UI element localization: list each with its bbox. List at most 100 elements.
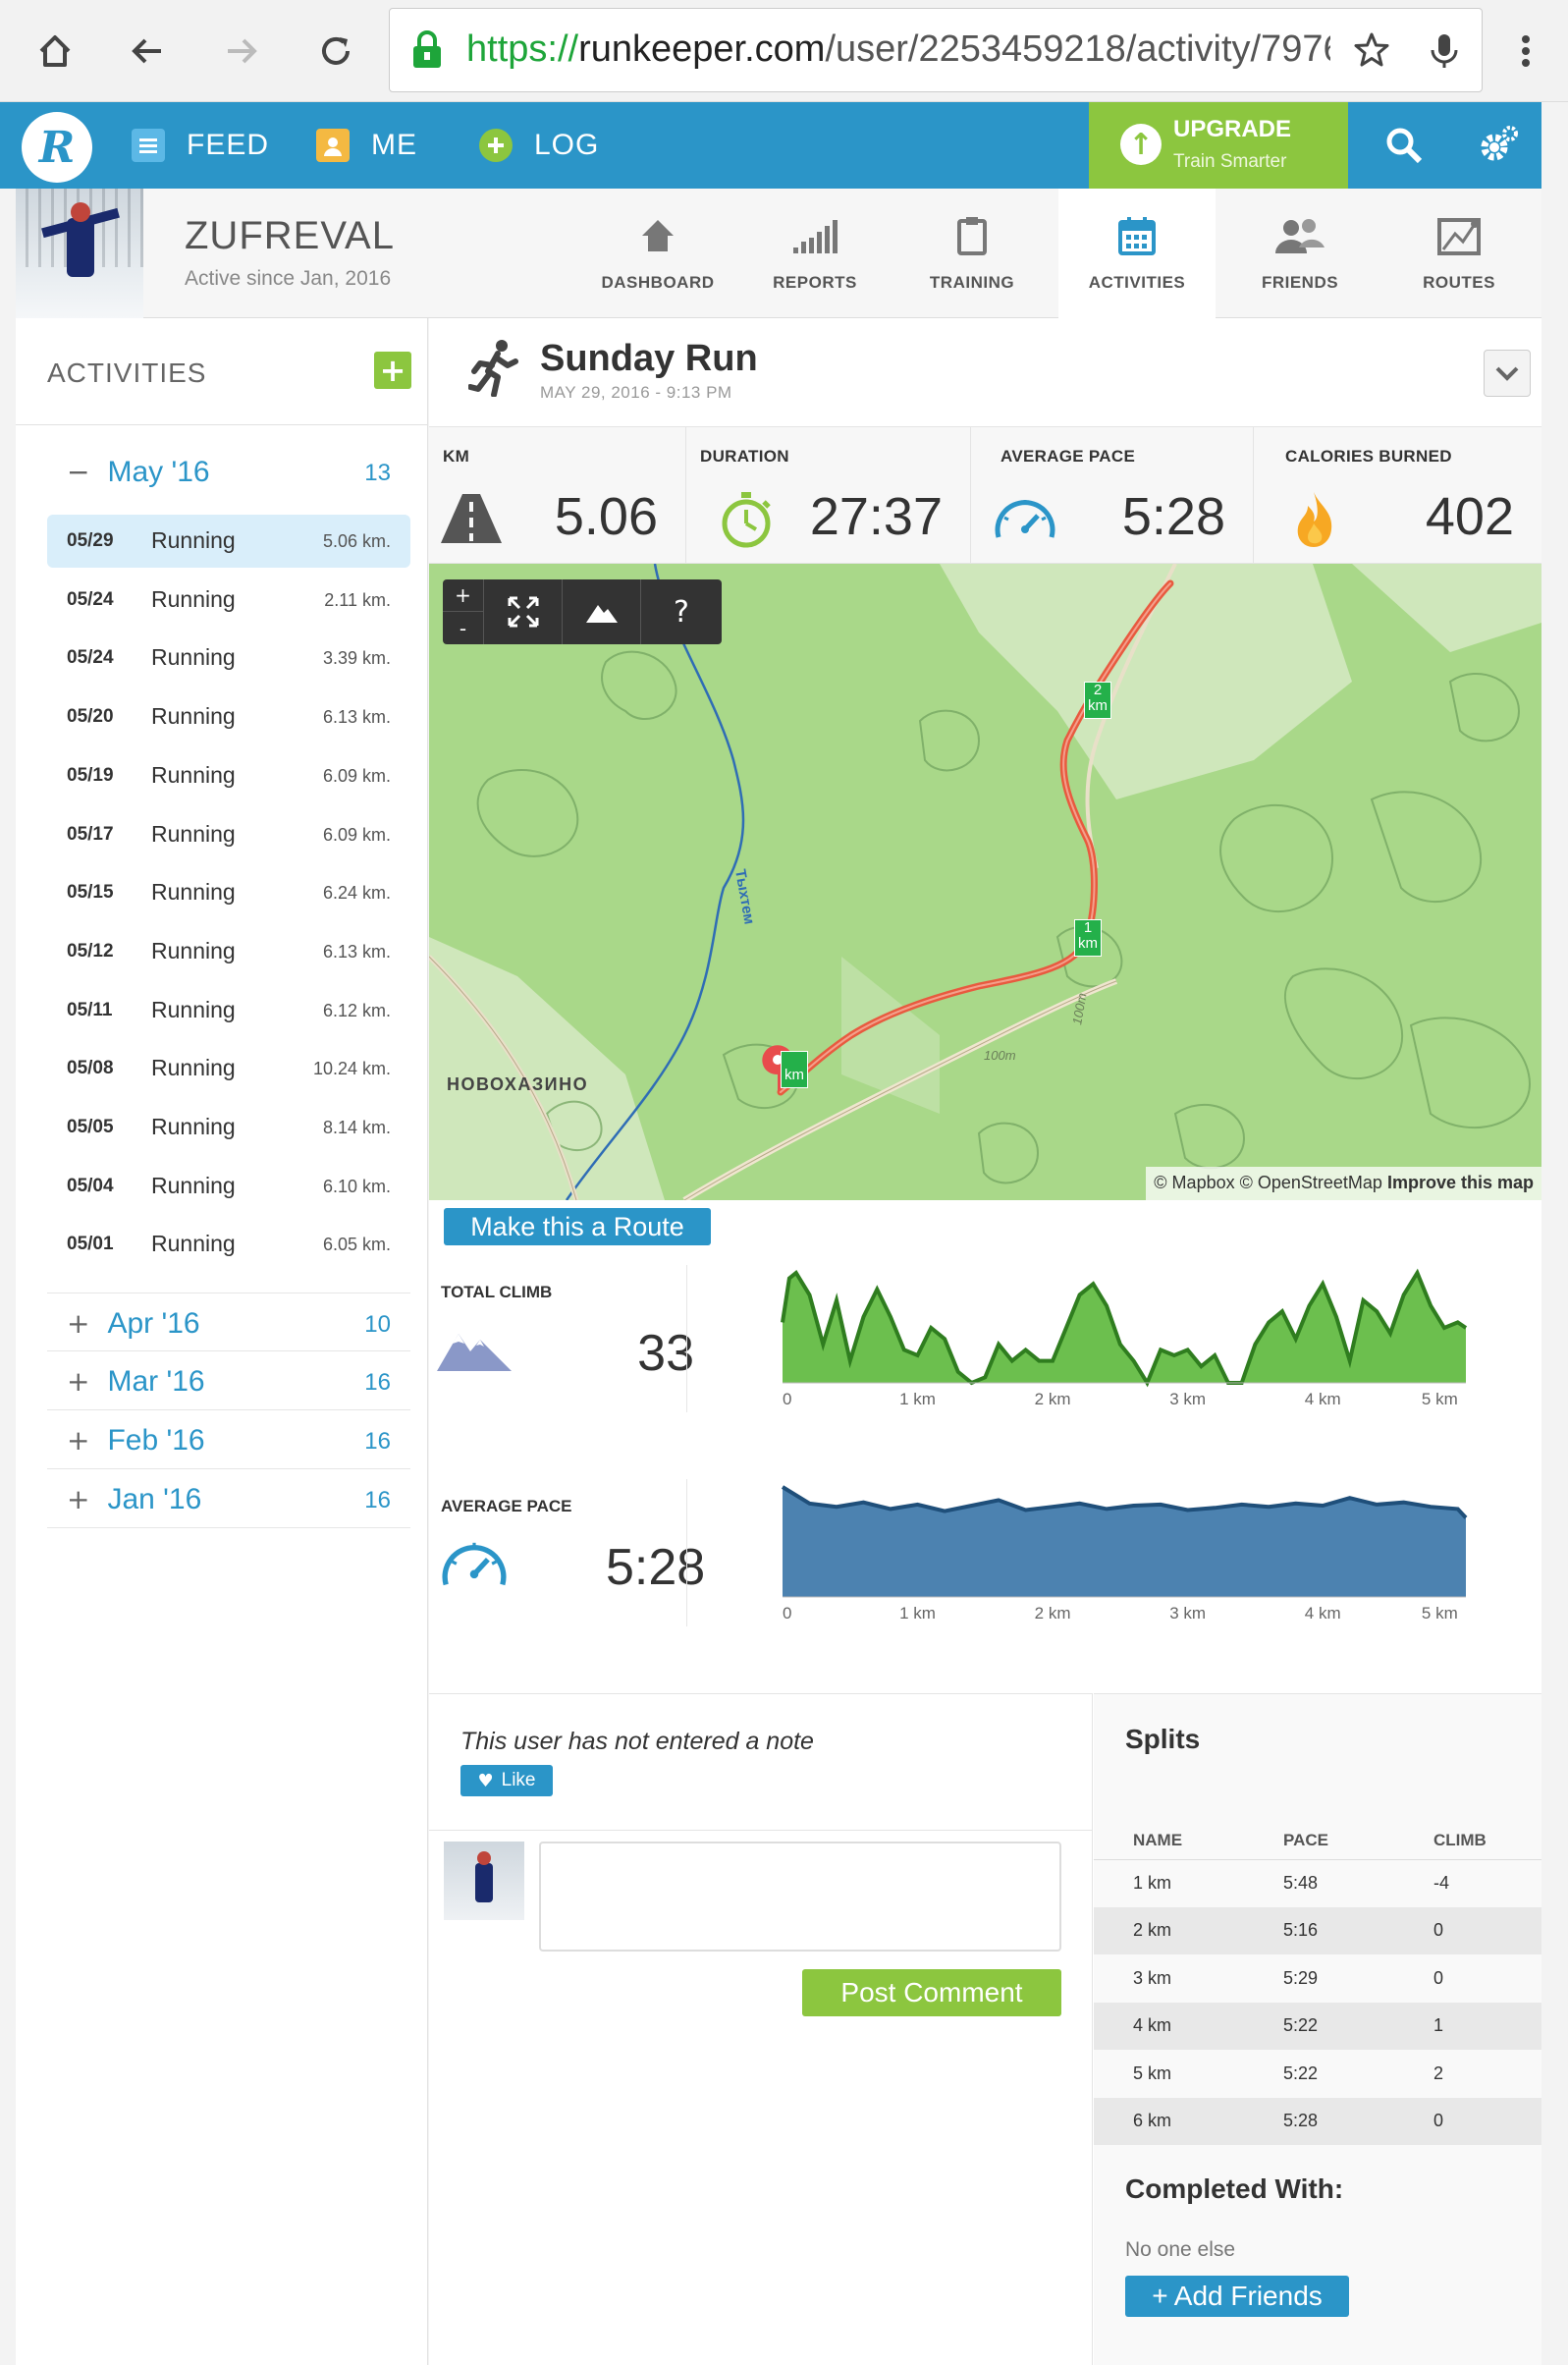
add-activity-button[interactable]: + [374,352,411,389]
tab-friends[interactable]: FRIENDS [1221,189,1379,318]
split-climb: -4 [1433,1873,1450,1893]
star-icon[interactable] [1342,21,1401,80]
add-friends-button[interactable]: + Add Friends [1125,2276,1349,2317]
km-marker-1[interactable]: 1 km [1074,919,1102,957]
split-pace: 5:16 [1244,1906,1394,1954]
home-icon[interactable] [26,22,84,81]
pace-chart-block: AVERAGE PACE 5:28 0 1 km 2 km 3 km 4 km 5 km [429,1469,1541,1676]
x-tick-label: 5 km [1422,1604,1458,1622]
activity-date: 05/17 [67,823,114,845]
comment-input[interactable] [539,1842,1061,1952]
month-count: 16 [364,1369,391,1396]
x-tick-label: 2 km [1035,1390,1071,1408]
activity-list-item[interactable]: 05/01 Running 6.05 km. [47,1218,410,1271]
mountain-icon [437,1334,512,1371]
pace-chart[interactable]: 0 1 km 2 km 3 km 4 km 5 km [724,1469,1509,1626]
fullscreen-button[interactable] [484,579,563,644]
activity-list-item[interactable]: 05/19 Running 6.09 km. [47,749,410,802]
activity-type: Running [151,996,236,1022]
month-row[interactable]: + Feb '16 16 [47,1410,410,1469]
note-text: This user has not entered a note [460,1728,814,1755]
activity-type: Running [151,820,236,847]
map-help-button[interactable]: ? [674,594,689,630]
tab-activities[interactable]: ACTIVITIES [1058,189,1216,318]
nav-me[interactable]: ME [316,102,417,189]
km-marker-unit: km [784,1067,804,1083]
stat-value: 27:37 [809,487,943,546]
reload-icon[interactable] [306,22,365,81]
activity-list-item[interactable]: 05/17 Running 6.09 km. [47,808,410,861]
x-tick-label: 0 [783,1390,791,1408]
month-count: 13 [364,460,391,486]
avatar[interactable] [16,189,143,318]
back-arrow-icon[interactable] [118,22,177,81]
chart-separator [686,1265,687,1412]
search-icon[interactable] [1379,120,1430,171]
activity-list-item[interactable]: 05/24 Running 2.11 km. [47,574,410,627]
forward-arrow-icon[interactable] [212,22,271,81]
gear-icon[interactable] [1473,120,1524,171]
km-marker-number: 2 [1093,682,1103,698]
runkeeper-logo[interactable]: R [22,112,92,183]
url-text: https://runkeeper.com/user/2253459218/ac… [466,28,1330,71]
nav-feed[interactable]: FEED [132,102,269,189]
activity-list-item[interactable]: 05/15 Running 6.24 km. [47,866,410,919]
km-marker-unit: km [1078,935,1098,952]
x-tick-label: 0 [783,1604,791,1622]
month-may-16[interactable]: − May '16 13 [47,442,410,501]
activity-list-item[interactable]: 05/20 Running 6.13 km. [47,690,410,743]
activity-options-dropdown[interactable] [1484,350,1531,397]
attribution-text[interactable]: © Mapbox © OpenStreetMap [1154,1173,1382,1192]
completed-with-title: Completed With: [1125,2173,1344,2204]
stat-duration: DURATION 27:37 [686,427,971,565]
zoom-in-button[interactable]: + [443,579,484,612]
activity-list-item[interactable]: 05/05 Running 8.14 km. [47,1101,410,1154]
nav-log[interactable]: LOG [479,102,599,189]
month-count: 16 [364,1487,391,1513]
lock-icon [413,30,441,68]
stat-value: 402 [1425,487,1514,546]
address-bar[interactable]: https://runkeeper.com/user/2253459218/ac… [389,8,1483,92]
terrain-button[interactable] [563,579,641,644]
stat-average-pace: AVERAGE PACE 5:28 [971,427,1254,565]
split-row: 2 km 5:16 0 [1094,1906,1541,1954]
plus-circle-icon [479,129,513,162]
activity-date: 05/04 [67,1175,114,1196]
calendar-icon [1058,214,1216,257]
activity-date: 05/24 [67,647,114,669]
route-map[interactable]: 100m 100m Тыхтем 1 km 2 km km + - ? НОВОХА… [429,564,1541,1200]
activity-list-item[interactable]: 05/12 Running 6.13 km. [47,925,410,978]
note-section: This user has not entered a note ♥ Like P… [429,1693,1093,2365]
climb-chart[interactable]: 0 1 km 2 km 3 km 4 km 5 km [724,1255,1509,1412]
divider [429,1830,1093,1831]
username[interactable]: ZUFREVAL [185,214,395,257]
microphone-icon[interactable] [1415,21,1474,80]
improve-map-link[interactable]: Improve this map [1386,1173,1534,1192]
activity-list-item[interactable]: 05/08 Running 10.24 km. [47,1042,410,1095]
more-menu-icon[interactable] [1496,22,1555,81]
activity-list-item[interactable]: 05/04 Running 6.10 km. [47,1160,410,1213]
expand-icon: + [67,1483,90,1515]
activity-list-item[interactable]: 05/11 Running 6.12 km. [47,984,410,1037]
month-row[interactable]: + Apr '16 10 [47,1292,410,1351]
like-button[interactable]: ♥ Like [460,1765,553,1796]
upgrade-button[interactable]: ↑ UPGRADE Train Smarter [1089,102,1348,189]
profile-bar: ZUFREVAL Active since Jan, 2016 DASHBOAR… [16,189,1541,318]
month-row[interactable]: + Mar '16 16 [47,1351,410,1410]
km-marker-start[interactable]: km [781,1051,808,1088]
activity-list-item[interactable]: 05/24 Running 3.39 km. [47,632,410,685]
split-row: 5 km 5:22 2 [1094,2050,1541,2098]
tab-dashboard[interactable]: DASHBOARD [579,189,736,318]
month-name: Feb '16 [107,1424,205,1457]
browser-toolbar: https://runkeeper.com/user/2253459218/ac… [0,0,1568,102]
km-marker-2[interactable]: 2 km [1084,682,1111,719]
zoom-out-button[interactable]: - [443,612,484,644]
col-name: NAME [1094,1822,1244,1860]
post-comment-button[interactable]: Post Comment [802,1969,1061,2016]
month-row[interactable]: + Jan '16 16 [47,1469,410,1528]
make-route-button[interactable]: Make this a Route [444,1208,711,1245]
tab-routes[interactable]: ROUTES [1380,189,1538,318]
tab-training[interactable]: TRAINING [893,189,1051,318]
tab-reports[interactable]: REPORTS [736,189,893,318]
activity-list-item[interactable]: 05/29 Running 5.06 km. [47,515,410,568]
